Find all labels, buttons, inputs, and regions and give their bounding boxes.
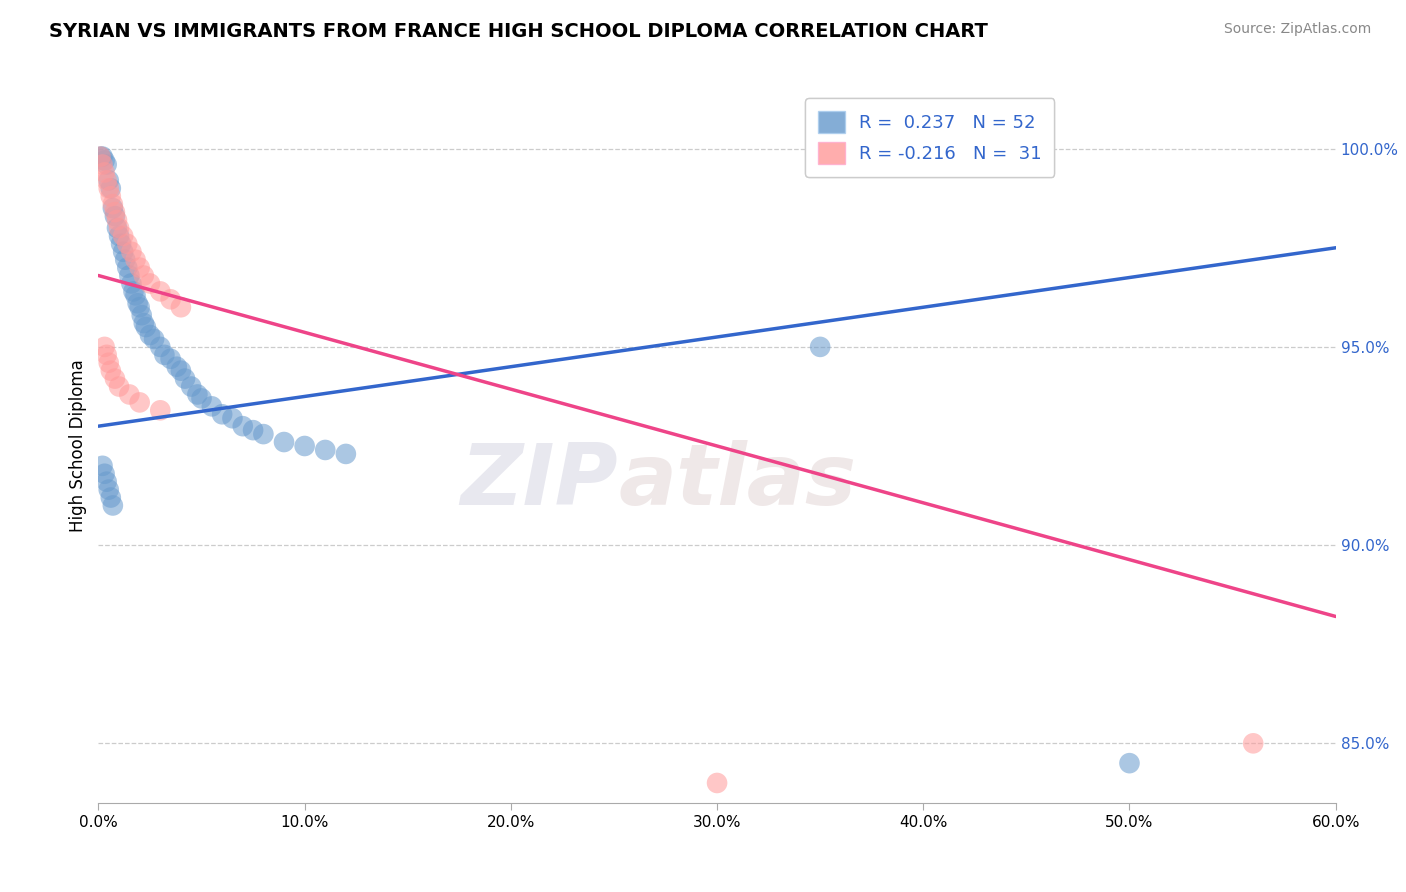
Point <box>96 348 118 362</box>
Point <box>128 395 150 409</box>
Point <box>105 213 128 227</box>
Point <box>128 260 150 275</box>
Point <box>120 277 142 291</box>
Point <box>96 157 118 171</box>
Text: ZIP: ZIP <box>460 440 619 524</box>
Point <box>706 776 728 790</box>
Point <box>149 285 172 299</box>
Point <box>89 150 111 164</box>
Y-axis label: High School Diploma: High School Diploma <box>69 359 87 533</box>
Point <box>89 150 111 164</box>
Point <box>118 268 141 283</box>
Point <box>91 458 114 473</box>
Point <box>314 442 336 457</box>
Point <box>1241 736 1264 750</box>
Point <box>252 427 274 442</box>
Text: Source: ZipAtlas.com: Source: ZipAtlas.com <box>1223 22 1371 37</box>
Point <box>174 371 197 385</box>
Point <box>808 340 831 354</box>
Point <box>112 228 135 243</box>
Point <box>117 236 139 251</box>
Point <box>118 387 141 401</box>
Point <box>190 392 212 406</box>
Point <box>100 189 122 203</box>
Point <box>159 293 181 307</box>
Point <box>127 296 149 310</box>
Point <box>135 320 157 334</box>
Point <box>101 197 124 211</box>
Point <box>120 244 142 259</box>
Legend: R =  0.237   N = 52, R = -0.216   N =  31: R = 0.237 N = 52, R = -0.216 N = 31 <box>806 98 1054 177</box>
Point <box>153 348 176 362</box>
Point <box>105 221 128 235</box>
Point <box>139 328 162 343</box>
Point <box>112 244 135 259</box>
Point <box>91 157 114 171</box>
Point <box>170 364 193 378</box>
Point <box>117 260 139 275</box>
Point <box>294 439 316 453</box>
Point <box>124 288 146 302</box>
Point <box>221 411 243 425</box>
Point <box>149 340 172 354</box>
Point <box>170 300 193 314</box>
Point <box>132 316 155 330</box>
Point <box>97 173 120 187</box>
Point <box>143 332 166 346</box>
Point <box>110 236 132 251</box>
Point <box>101 499 124 513</box>
Point <box>91 150 114 164</box>
Point <box>273 435 295 450</box>
Point <box>186 387 208 401</box>
Point <box>139 277 162 291</box>
Text: SYRIAN VS IMMIGRANTS FROM FRANCE HIGH SCHOOL DIPLOMA CORRELATION CHART: SYRIAN VS IMMIGRANTS FROM FRANCE HIGH SC… <box>49 22 988 41</box>
Text: atlas: atlas <box>619 440 856 524</box>
Point <box>128 300 150 314</box>
Point <box>131 308 153 322</box>
Point <box>149 403 172 417</box>
Point <box>335 447 357 461</box>
Point <box>159 351 181 366</box>
Point <box>114 252 136 267</box>
Point <box>201 400 224 414</box>
Point <box>180 379 202 393</box>
Point <box>166 359 188 374</box>
Point <box>93 165 115 179</box>
Point <box>100 491 122 505</box>
Point <box>93 153 115 168</box>
Point <box>97 483 120 497</box>
Point <box>97 356 120 370</box>
Point <box>242 423 264 437</box>
Point <box>132 268 155 283</box>
Point <box>124 252 146 267</box>
Point <box>122 285 145 299</box>
Point <box>93 340 115 354</box>
Point <box>108 228 131 243</box>
Point <box>104 205 127 219</box>
Point <box>96 475 118 489</box>
Point <box>100 181 122 195</box>
Point <box>232 419 254 434</box>
Point <box>97 181 120 195</box>
Point <box>93 467 115 481</box>
Point <box>1118 756 1140 771</box>
Point <box>108 379 131 393</box>
Point <box>211 407 233 421</box>
Point <box>104 371 127 385</box>
Point <box>104 209 127 223</box>
Point <box>108 221 131 235</box>
Point <box>100 364 122 378</box>
Point <box>96 173 118 187</box>
Point <box>101 201 124 215</box>
